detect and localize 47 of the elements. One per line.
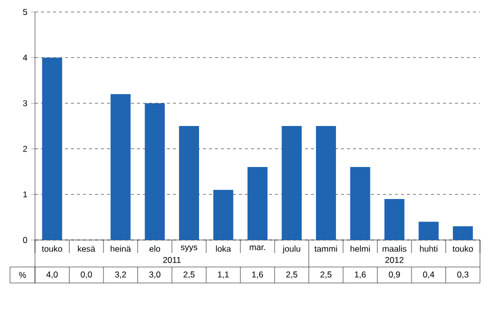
bar — [213, 190, 234, 240]
bar — [418, 222, 439, 240]
data-label: 0,3 — [457, 271, 468, 278]
data-label: 4,0 — [46, 271, 58, 278]
bar — [42, 58, 62, 240]
data-label: 0,9 — [388, 271, 400, 278]
data-label: 1,6 — [354, 271, 366, 278]
x-tick-label: syys — [180, 246, 198, 252]
text: 2011 — [163, 256, 181, 263]
x-tick-label: mar. — [250, 246, 265, 250]
y-tick-label: 3 — [23, 100, 28, 106]
data-label: 0,4 — [423, 271, 434, 278]
bar — [110, 94, 131, 240]
x-tick-label: helmi — [350, 246, 370, 252]
y-tick-label: 0 — [23, 236, 28, 243]
x-tick-label: tammi — [314, 246, 337, 252]
bar — [248, 167, 268, 240]
text: % — [19, 272, 26, 278]
x-tick-label: huhti — [420, 246, 438, 252]
data-label: 1,6 — [252, 271, 264, 278]
y-tick-label: 1 — [23, 191, 28, 198]
data-label: 3,0 — [149, 271, 160, 278]
data-label: 0,0 — [80, 271, 92, 278]
bar — [179, 126, 200, 240]
data-label: 2,5 — [286, 271, 298, 278]
x-tick-label: heinä — [110, 246, 131, 252]
data-label: 3,2 — [115, 271, 126, 278]
text: 2012 — [385, 256, 404, 263]
y-tick-label: 2 — [23, 146, 28, 152]
bar — [282, 126, 302, 240]
x-tick-label: maalis — [382, 246, 406, 252]
bar — [384, 198, 404, 240]
data-label: 1,1 — [218, 272, 229, 278]
bar — [452, 226, 473, 240]
x-tick-label: loka — [216, 246, 232, 252]
data-label: 2,5 — [184, 271, 195, 278]
x-tick-label: elo — [150, 246, 160, 252]
x-tick-label: joulu — [282, 246, 300, 254]
bar — [316, 126, 336, 240]
bar — [144, 103, 165, 240]
x-tick-label: touko — [42, 246, 62, 252]
y-tick-label: 4 — [22, 54, 28, 61]
data-label: 2,5 — [320, 271, 332, 278]
y-tick-label: 5 — [23, 9, 28, 15]
bar — [350, 167, 370, 240]
x-tick-label: kesä — [78, 246, 96, 252]
x-tick-label: touko — [452, 246, 473, 252]
